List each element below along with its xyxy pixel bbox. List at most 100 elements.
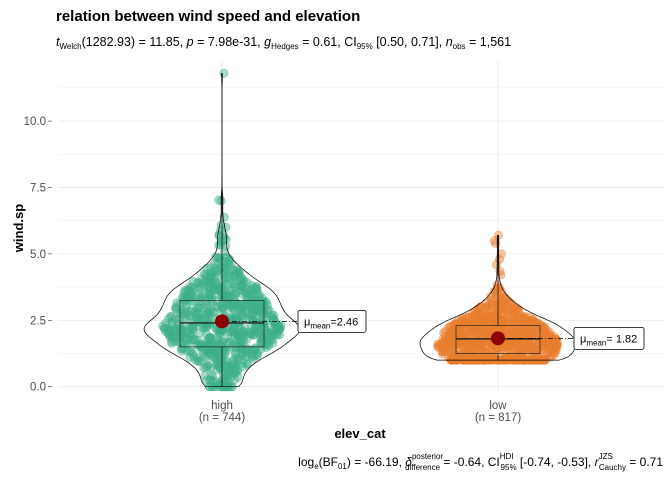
- point-high: [231, 347, 241, 357]
- point-high: [186, 306, 196, 316]
- point-high: [262, 300, 272, 310]
- point-high: [205, 332, 215, 342]
- point-low: [459, 321, 469, 331]
- y-tick-label: 10.0: [24, 116, 46, 128]
- x-tick-low: low: [489, 400, 507, 412]
- grid: [58, 60, 664, 392]
- point-low: [509, 328, 519, 338]
- point-high: [176, 307, 186, 317]
- point-low: [439, 346, 449, 356]
- point-high: [218, 343, 228, 353]
- point-high: [216, 327, 226, 337]
- mean-markers: μmean=2.46 μmean= 1.82: [215, 309, 645, 350]
- point-low: [541, 332, 551, 342]
- point-low: [448, 333, 458, 343]
- point-low: [551, 344, 561, 354]
- jitter-points: [158, 68, 562, 392]
- point-high: [196, 313, 206, 323]
- point-high: [258, 332, 268, 342]
- point-high: [227, 302, 237, 312]
- point-high: [170, 314, 180, 324]
- point-high: [251, 322, 261, 332]
- y-tick-label: 0.0: [30, 382, 46, 394]
- point-high: [193, 309, 203, 319]
- mean-point-low: [491, 331, 505, 346]
- mean-point-high: [215, 314, 229, 329]
- y-tick-label: 7.5: [30, 182, 46, 194]
- point-high: [249, 283, 259, 293]
- point-low: [502, 327, 512, 337]
- point-high: [203, 312, 213, 322]
- point-low: [492, 300, 502, 310]
- point-low: [517, 315, 527, 325]
- point-high: [205, 335, 215, 345]
- point-high: [198, 346, 208, 356]
- point-low: [450, 319, 460, 329]
- point-high: [208, 307, 218, 317]
- point-low: [492, 280, 502, 290]
- point-low: [519, 313, 529, 323]
- point-high: [221, 288, 231, 298]
- point-high: [252, 351, 262, 361]
- point-high: [167, 338, 177, 348]
- point-high: [229, 271, 239, 281]
- x-axis-title: elev_cat: [334, 426, 386, 441]
- point-high: [197, 296, 207, 306]
- point-high: [216, 263, 226, 273]
- point-high: [205, 284, 215, 294]
- point-low: [542, 325, 552, 335]
- point-high: [246, 329, 256, 339]
- point-low: [450, 350, 460, 360]
- point-high: [161, 318, 171, 328]
- point-low: [526, 329, 536, 339]
- point-low: [492, 310, 502, 320]
- x-tick-high: high: [211, 400, 233, 412]
- x-tick-high-n: (n = 744): [199, 412, 246, 424]
- point-high: [238, 276, 248, 286]
- point-low: [469, 335, 479, 345]
- chart-title: relation between wind speed and elevatio…: [56, 8, 360, 25]
- point-low: [528, 315, 538, 325]
- point-high: [214, 240, 224, 250]
- point-low: [527, 342, 537, 352]
- point-high: [228, 324, 238, 334]
- point-high: [228, 340, 238, 350]
- point-low: [545, 339, 555, 349]
- point-high: [231, 305, 241, 315]
- point-low: [473, 327, 483, 337]
- point-low: [488, 354, 498, 364]
- point-high: [252, 284, 262, 294]
- point-low: [492, 313, 502, 323]
- point-high: [220, 247, 230, 257]
- y-axis-ticks: 0.0 2.5 5.0 7.5 10.0: [24, 116, 52, 394]
- point-low: [552, 339, 562, 349]
- point-high: [211, 279, 221, 289]
- mean-label-box-low: [573, 326, 645, 350]
- point-high: [214, 253, 224, 263]
- point-high: [177, 324, 187, 334]
- point-high: [202, 354, 212, 364]
- point-high: [272, 330, 282, 340]
- point-low: [473, 347, 483, 357]
- point-high: [182, 333, 192, 343]
- point-low: [484, 322, 494, 332]
- point-high: [249, 351, 259, 361]
- point-high: [243, 293, 253, 303]
- point-high: [195, 328, 205, 338]
- chart-caption: loge(BF01) = -66.19, δposterior differenc…: [298, 452, 663, 472]
- point-low: [519, 339, 529, 349]
- point-high: [233, 356, 243, 366]
- point-high: [216, 225, 226, 235]
- point-low: [481, 349, 491, 359]
- point-high: [189, 297, 199, 307]
- violin-high: [143, 72, 301, 388]
- point-low: [470, 327, 480, 337]
- point-low: [470, 310, 480, 320]
- point-low: [491, 259, 501, 269]
- point-high: [215, 352, 225, 362]
- point-high: [184, 339, 194, 349]
- point-high: [242, 352, 252, 362]
- violins: [143, 72, 577, 388]
- violin-low: [419, 234, 577, 361]
- point-high: [204, 291, 214, 301]
